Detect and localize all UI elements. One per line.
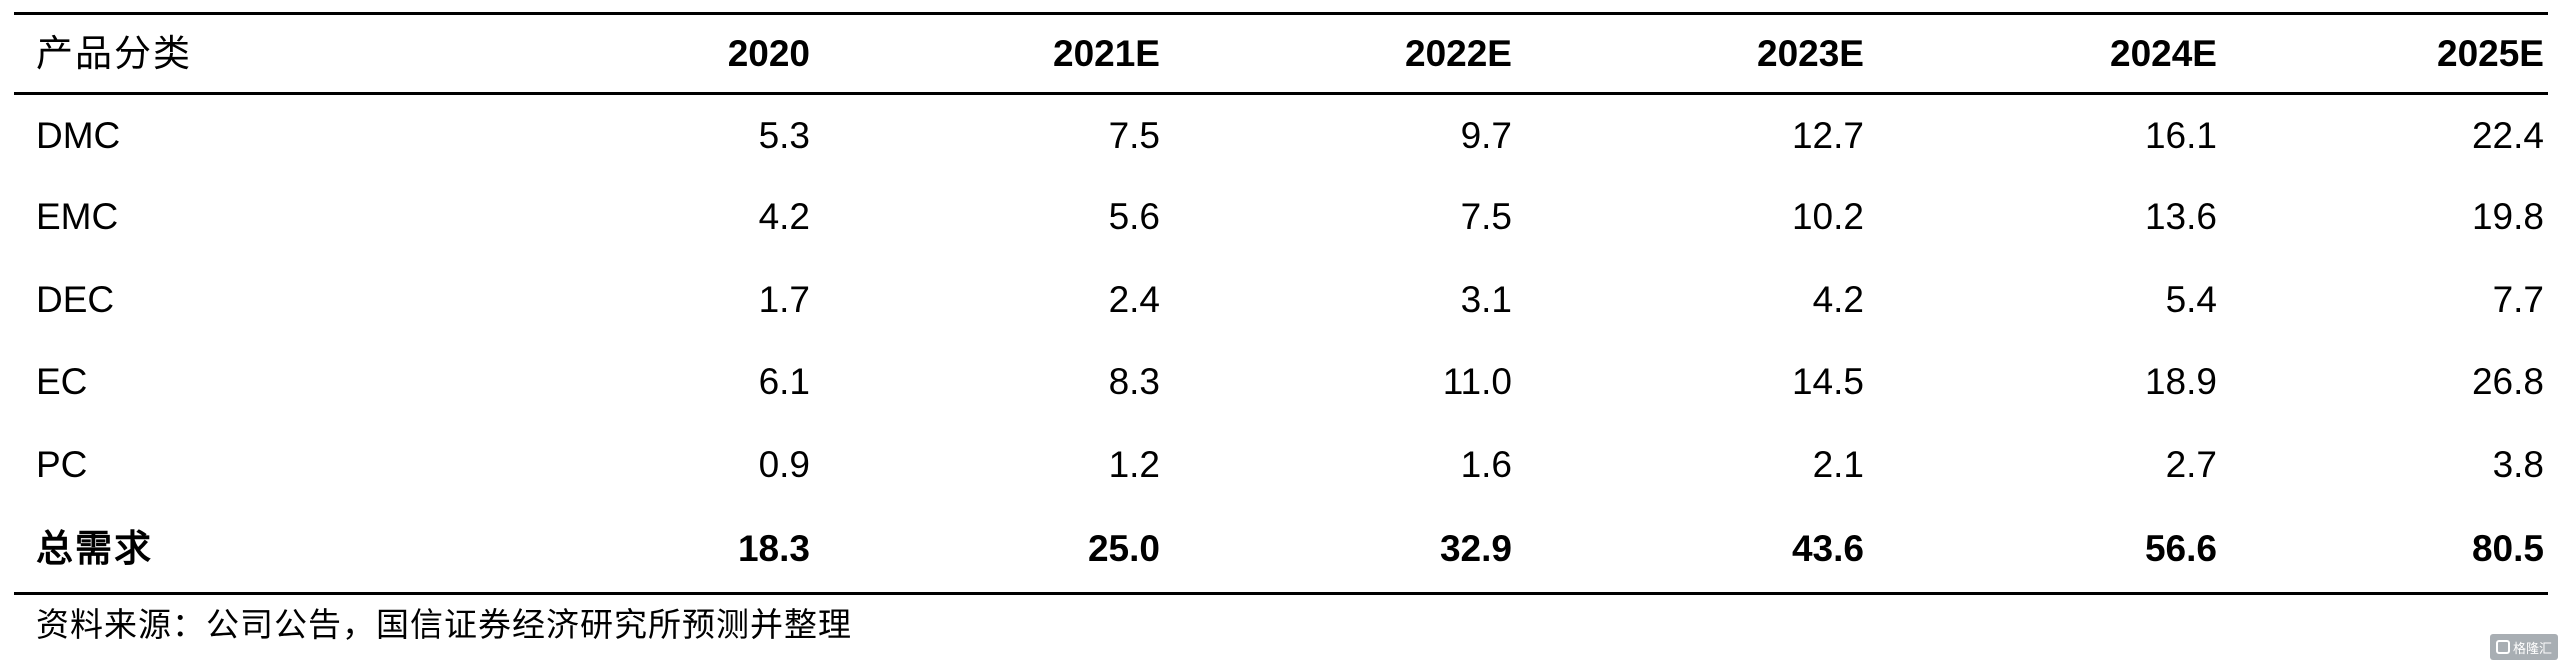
row-label: DEC [36,278,115,320]
table-cell: 14.5 [1791,361,1864,403]
gelonghui-logo-icon [2495,640,2510,654]
table-cell: 1.6 [1460,443,1512,485]
table-cell: 2.7 [2165,443,2217,485]
watermark-text: 格隆汇 [2512,641,2552,657]
table-cell: 26.8 [2471,361,2544,403]
table-cell: 18.9 [2144,361,2217,403]
total-label: 总需求 [14,506,391,595]
table-total-row: 总需求 18.3 25.0 32.9 43.6 56.6 80.5 [14,506,2548,595]
total-cell: 43.6 [1516,506,1868,595]
table-cell: 7.7 [2492,278,2544,320]
row-label: EC [36,361,88,403]
table-cell: 4.2 [758,196,810,238]
table-cell: 1.7 [758,278,810,320]
table-row: PC 0.9 1.2 1.6 2.1 2.7 3.8 [14,424,2548,507]
table-cell: 12.7 [1791,114,1864,156]
watermark: 格隆汇 [2490,634,2558,660]
header-cell-category: 产品分类 [14,12,391,95]
demand-table-container: 产品分类 2020 2021E 2022E 2023E 2024E 2025E … [14,12,2548,595]
table-cell: 16.1 [2144,114,2217,156]
table-cell: 8.3 [1108,361,1160,403]
table-cell: 5.3 [758,114,810,156]
table-cell: 2.4 [1108,278,1160,320]
total-cell: 18.3 [391,506,814,595]
total-cell: 25.0 [814,506,1164,595]
row-label: EMC [36,196,119,238]
table-cell: 6.1 [758,361,810,403]
table-cell: 0.9 [758,443,810,485]
table-cell: 5.6 [1108,196,1160,238]
source-note: 资料来源：公司公告，国信证券经济研究所预测并整理 [36,605,852,644]
table-cell: 11.0 [1442,361,1512,403]
table-cell: 22.4 [2471,114,2544,156]
header-cell-2023e: 2023E [1516,12,1868,95]
table-cell: 19.8 [2471,196,2544,238]
table-header-row: 产品分类 2020 2021E 2022E 2023E 2024E 2025E [14,12,2548,95]
table-cell: 3.8 [2492,443,2544,485]
table-cell: 2.1 [1812,443,1864,485]
table-row: EC 6.1 8.3 11.0 14.5 18.9 26.8 [14,341,2548,424]
table-cell: 7.5 [1108,114,1160,156]
total-cell: 56.6 [1868,506,2221,595]
table-cell: 9.7 [1460,114,1512,156]
table-cell: 3.1 [1460,278,1512,320]
table-row: DEC 1.7 2.4 3.1 4.2 5.4 7.7 [14,259,2548,342]
header-cell-2020: 2020 [391,12,814,95]
table-cell: 4.2 [1812,278,1864,320]
table-cell: 13.6 [2144,196,2217,238]
table-cell: 10.2 [1791,196,1864,238]
total-cell: 80.5 [2221,506,2548,595]
row-label: DMC [36,114,121,156]
total-cell: 32.9 [1164,506,1516,595]
table-row: EMC 4.2 5.6 7.5 10.2 13.6 19.8 [14,176,2548,259]
header-cell-2025e: 2025E [2221,12,2548,95]
header-cell-2024e: 2024E [1868,12,2221,95]
header-cell-2021e: 2021E [814,12,1164,95]
table-row: DMC 5.3 7.5 9.7 12.7 16.1 22.4 [14,94,2548,177]
demand-table: 产品分类 2020 2021E 2022E 2023E 2024E 2025E … [14,12,2548,595]
table-cell: 1.2 [1108,443,1160,485]
row-label: PC [36,443,88,485]
table-cell: 5.4 [2165,278,2217,320]
table-cell: 7.5 [1460,196,1512,238]
header-cell-2022e: 2022E [1164,12,1516,95]
